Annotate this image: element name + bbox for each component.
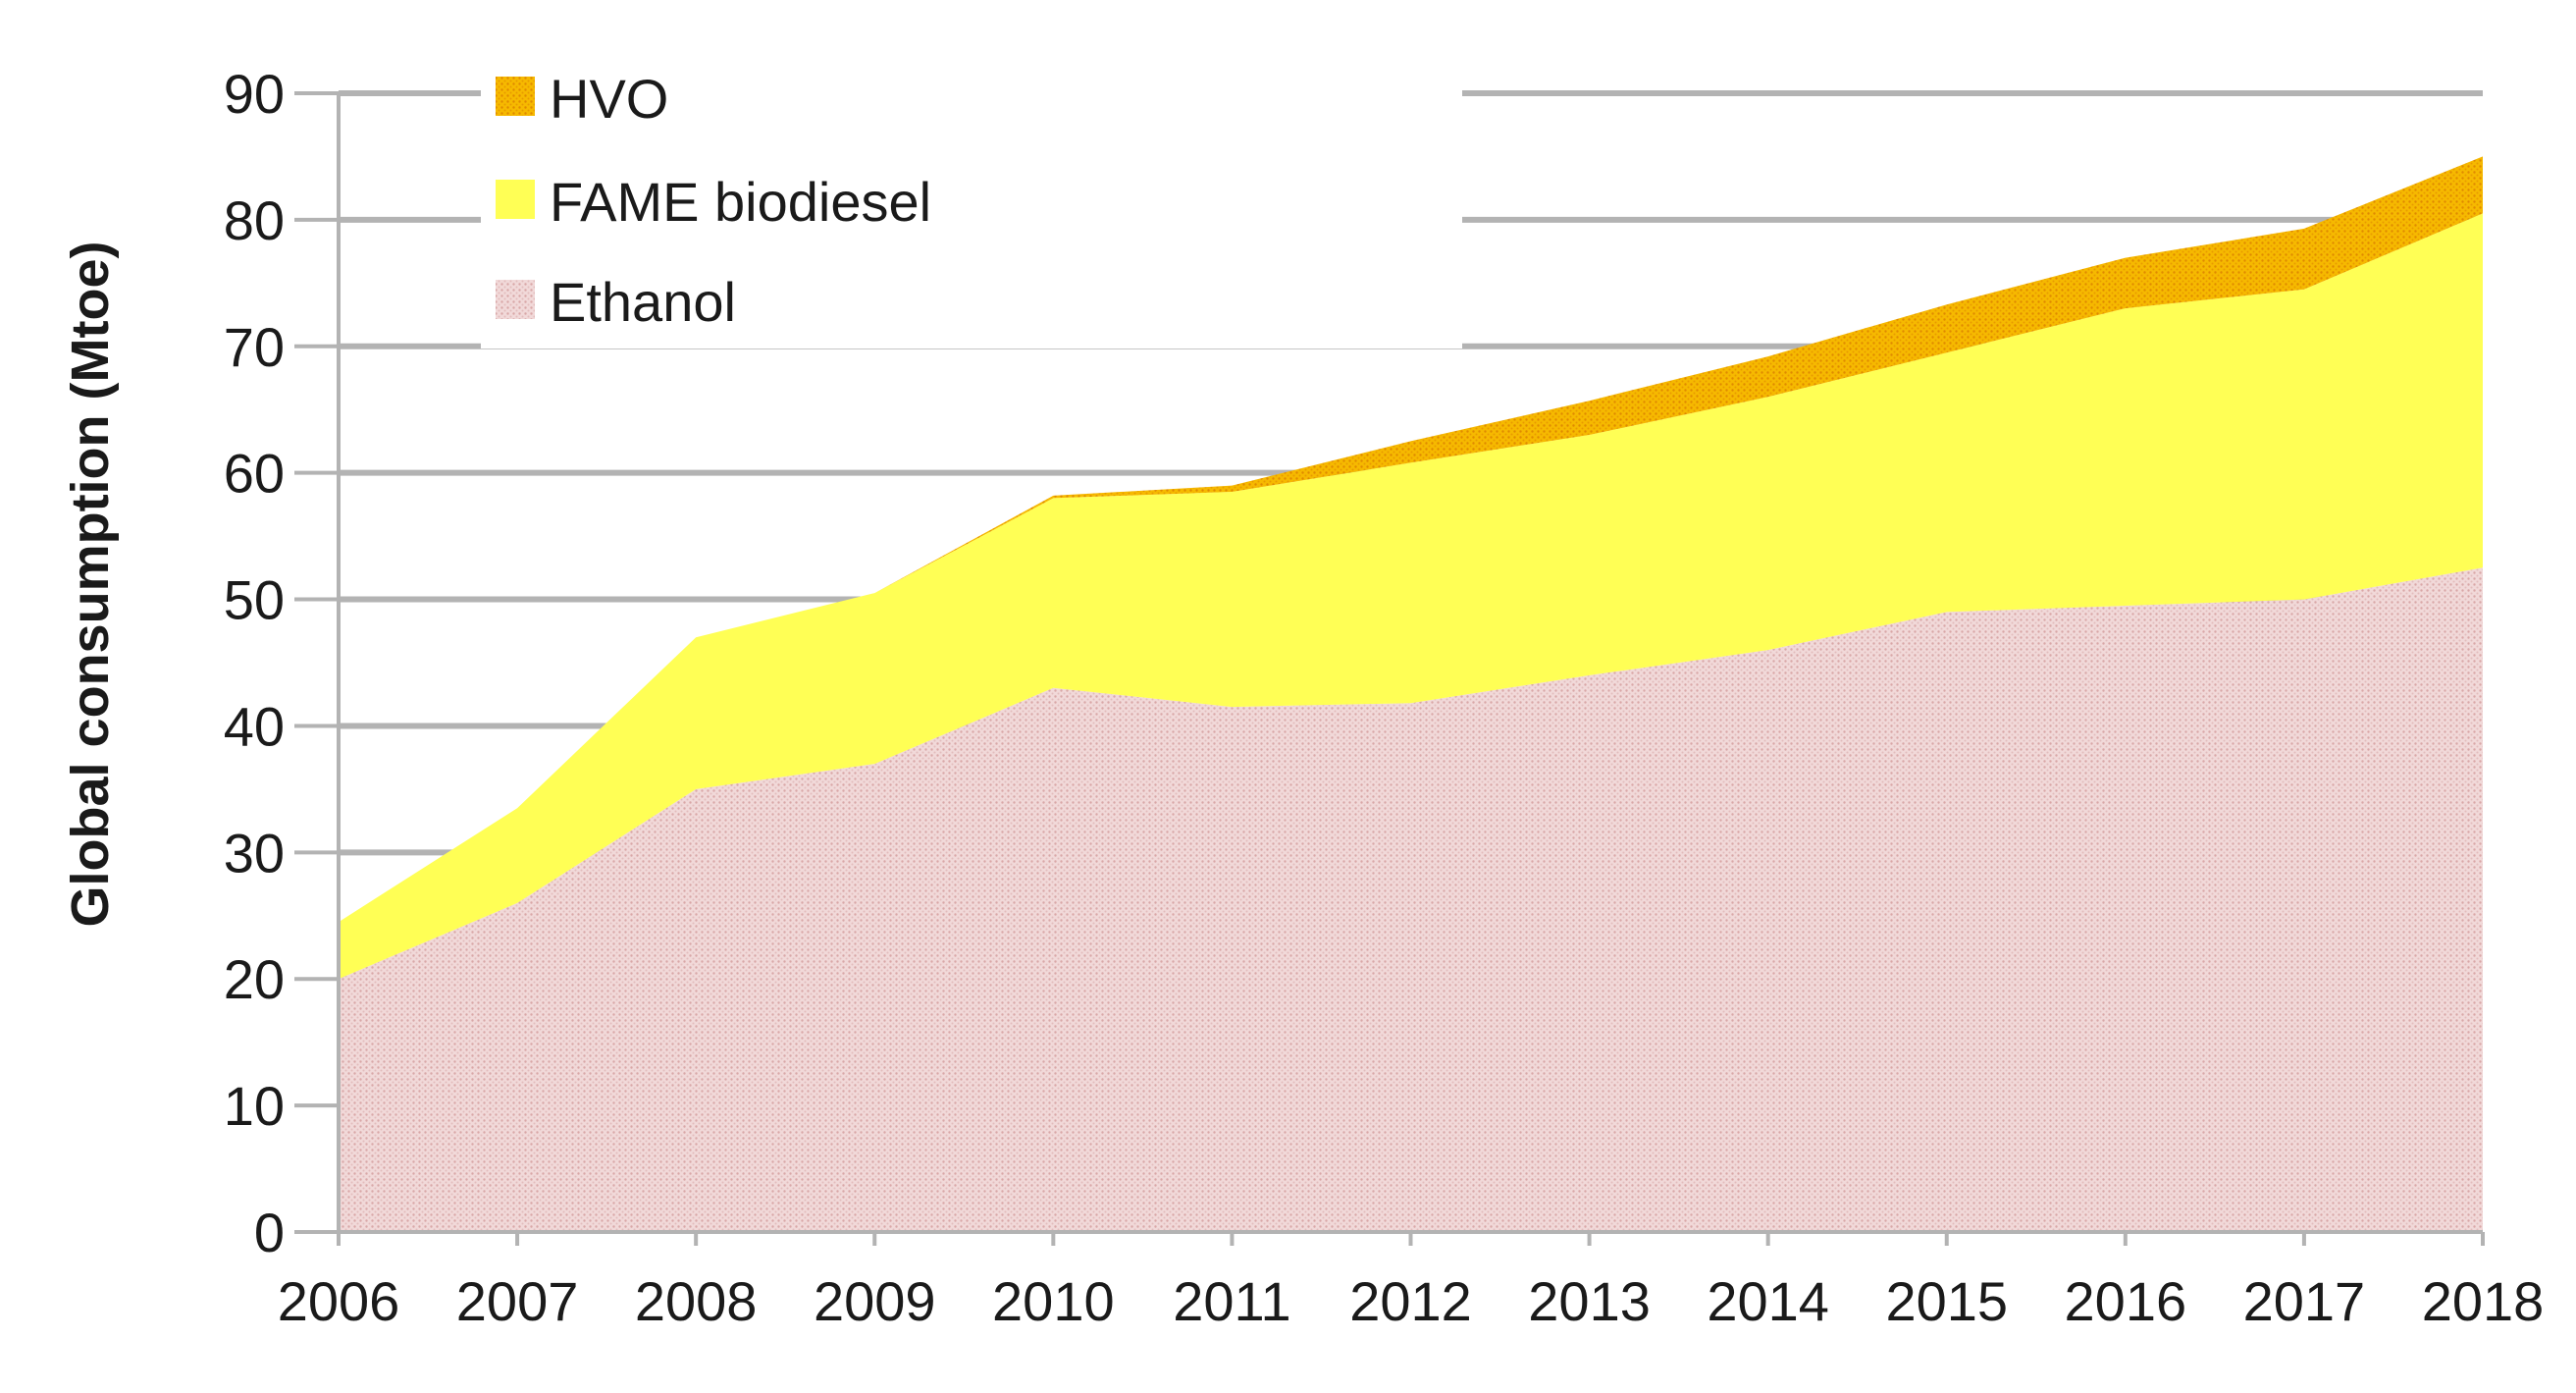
y-tick-label-50: 50 [224, 569, 285, 631]
legend-swatch-fame-biodiesel [496, 180, 535, 219]
area-fame-biodiesel [339, 213, 2483, 980]
x-tick-label-2011: 2011 [1173, 1270, 1290, 1332]
legend-swatch-ethanol [496, 280, 535, 319]
legend: HVO FAME biodiesel Ethanol [481, 54, 1462, 348]
x-tick-label-2013: 2013 [1528, 1270, 1651, 1332]
area-hvo [339, 156, 2483, 923]
x-tick-label-2015: 2015 [1885, 1270, 2008, 1332]
y-tick-label-70: 70 [224, 316, 285, 378]
y-tick-label-10: 10 [224, 1075, 285, 1137]
y-axis-title: Global consumption (Mtoe) [61, 241, 120, 928]
x-tick-label-2008: 2008 [635, 1270, 758, 1332]
y-tick-label-90: 90 [224, 63, 285, 125]
legend-swatch-hvo [496, 77, 535, 116]
y-tick-label-80: 80 [224, 189, 285, 251]
x-tick-label-2016: 2016 [2065, 1270, 2187, 1332]
x-tick-label-2010: 2010 [992, 1270, 1115, 1332]
y-tick-label-20: 20 [224, 948, 285, 1010]
axes: 0 10 20 30 40 50 60 70 80 90 2006 2007 2008 2009 2010 2… [224, 63, 2545, 1332]
area-ethanol [339, 567, 2483, 1232]
legend-label-fame-biodiesel: FAME biodiesel [550, 171, 931, 233]
legend-item-ethanol: Ethanol [496, 271, 736, 333]
x-tick-label-2014: 2014 [1707, 1270, 1829, 1332]
x-tick-label-2012: 2012 [1349, 1270, 1472, 1332]
legend-item-hvo: HVO [496, 68, 668, 130]
legend-label-hvo: HVO [550, 68, 668, 130]
x-tick-label-2017: 2017 [2243, 1270, 2366, 1332]
legend-item-fame: FAME biodiesel [496, 171, 931, 233]
area-series [339, 156, 2483, 1232]
x-tick-label-2007: 2007 [456, 1270, 579, 1332]
legend-label-ethanol: Ethanol [550, 271, 736, 333]
x-tick-label-2018: 2018 [2422, 1270, 2545, 1332]
legend-background [481, 54, 1462, 348]
x-tick-label-2009: 2009 [814, 1270, 936, 1332]
y-tick-label-30: 30 [224, 822, 285, 884]
y-tick-label-40: 40 [224, 695, 285, 757]
x-tick-label-2006: 2006 [278, 1270, 400, 1332]
y-tick-label-60: 60 [224, 443, 285, 505]
y-tick-label-0: 0 [254, 1202, 285, 1263]
